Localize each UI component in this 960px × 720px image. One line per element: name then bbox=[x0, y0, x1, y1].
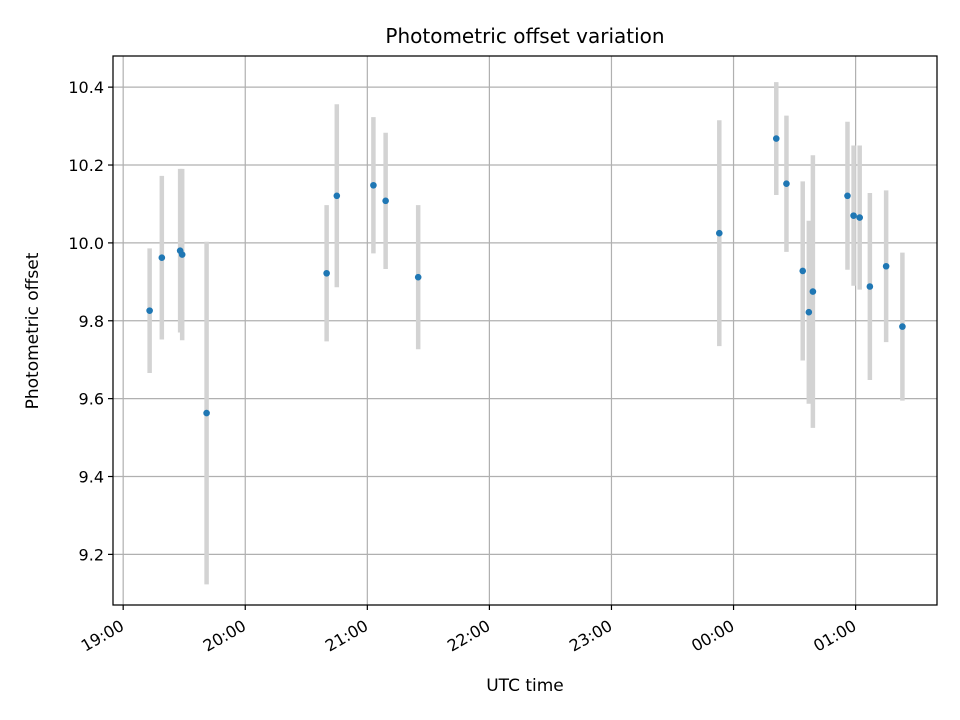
data-point bbox=[370, 181, 377, 189]
data-point bbox=[414, 273, 422, 281]
data-point bbox=[809, 288, 817, 295]
data-point bbox=[716, 229, 723, 237]
data-point bbox=[333, 192, 341, 200]
x-axis-title: UTC time bbox=[486, 676, 564, 696]
grid bbox=[113, 56, 937, 605]
y-tick-label: 9.8 bbox=[79, 312, 104, 331]
data-points bbox=[146, 135, 906, 417]
y-tick-label: 9.4 bbox=[79, 468, 104, 487]
y-axis-title: Photometric offset bbox=[23, 252, 43, 409]
data-point bbox=[856, 214, 863, 221]
data-point bbox=[382, 197, 389, 205]
y-tick-label: 10.4 bbox=[68, 78, 104, 97]
data-point bbox=[799, 267, 807, 275]
data-point bbox=[146, 307, 153, 314]
data-point bbox=[203, 409, 210, 417]
data-point bbox=[158, 254, 166, 261]
data-point bbox=[844, 192, 851, 200]
data-point bbox=[783, 180, 790, 188]
data-point bbox=[866, 283, 874, 290]
y-tick-label: 10.2 bbox=[68, 156, 104, 175]
data-point bbox=[178, 251, 186, 258]
data-point bbox=[772, 135, 780, 142]
y-tick-label: 10.0 bbox=[68, 234, 104, 253]
plot-area-frame bbox=[112, 55, 938, 606]
y-tick-label: 9.2 bbox=[79, 545, 104, 564]
y-tick-label: 9.6 bbox=[79, 390, 104, 409]
data-point bbox=[899, 323, 906, 330]
data-point bbox=[805, 308, 813, 316]
data-point bbox=[323, 269, 330, 277]
data-point bbox=[882, 262, 890, 270]
data-point bbox=[850, 212, 857, 219]
chart-title: Photometric offset variation bbox=[385, 24, 664, 48]
